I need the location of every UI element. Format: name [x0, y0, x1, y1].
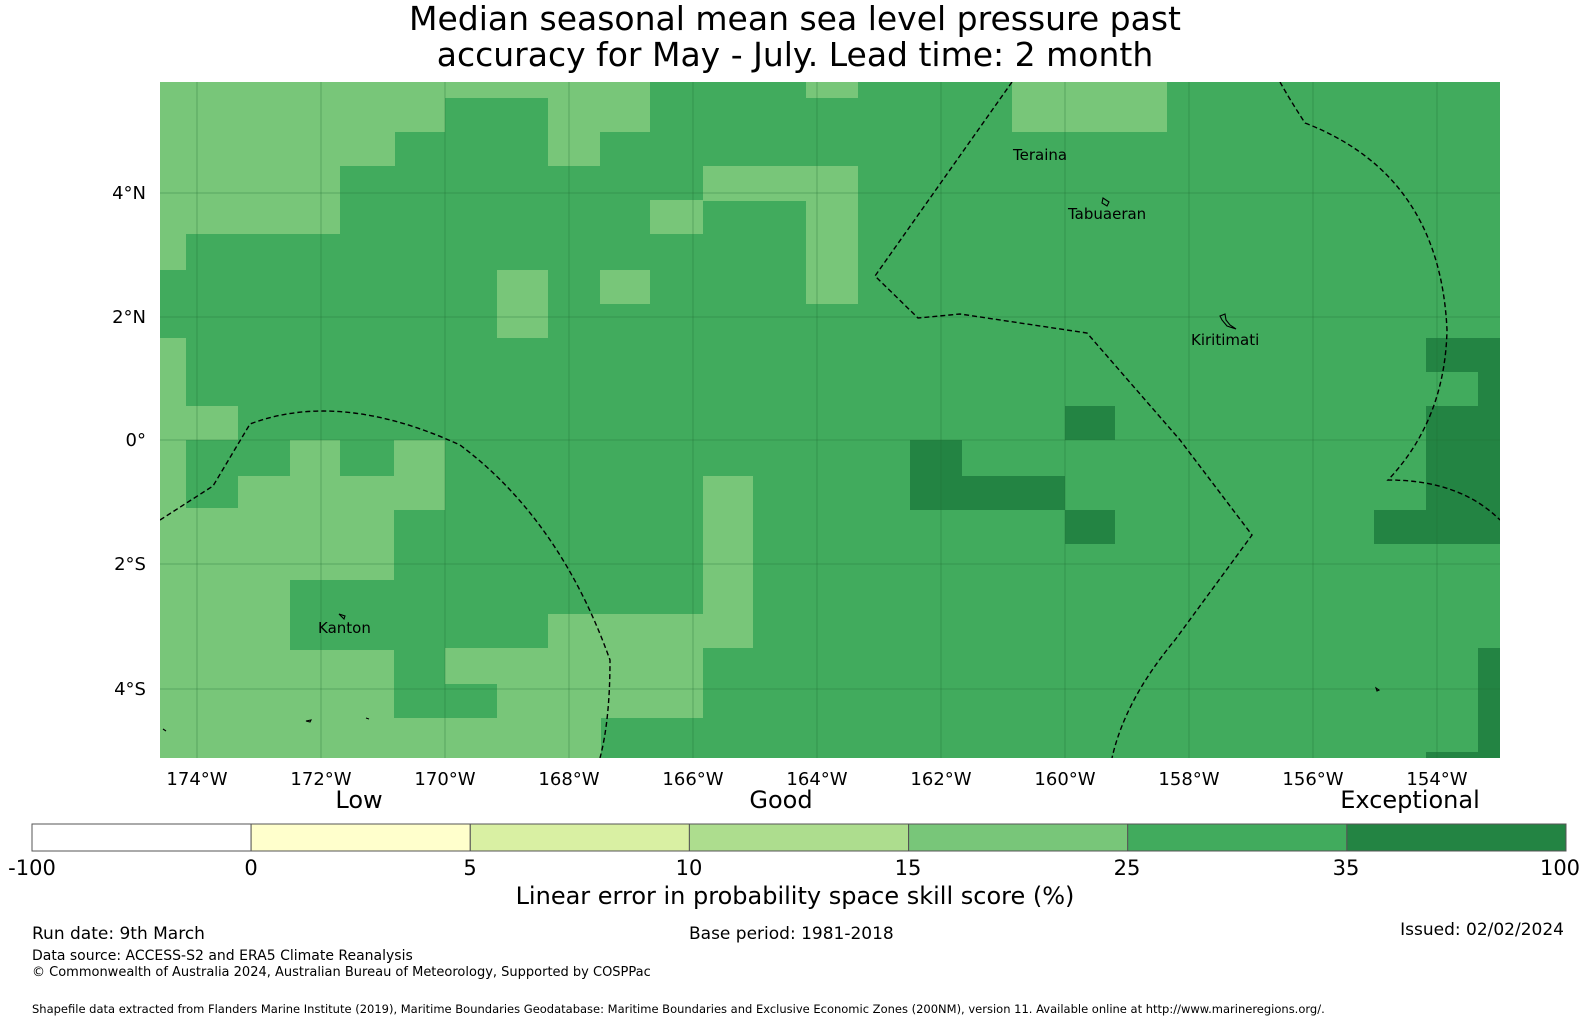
tabuaeran-island-shape — [1101, 197, 1110, 207]
lon-tick-label: 162°W — [910, 769, 971, 790]
run-date: Run date: 9th March — [32, 924, 205, 944]
colorbar-tick-label: 5 — [463, 856, 477, 880]
lat-tick-label: 0° — [126, 430, 146, 451]
lat-tick-label: 2°N — [112, 307, 146, 328]
place-label-teraina: Teraina — [1012, 146, 1067, 164]
colorbar-axis-title: Linear error in probability space skill … — [515, 882, 1075, 910]
data-source: Data source: ACCESS-S2 and ERA5 Climate … — [32, 948, 413, 964]
map-title-line-2: accuracy for May - July. Lead time: 2 mo… — [436, 35, 1154, 74]
lat-tick-label: 2°S — [114, 554, 146, 575]
lon-tick-label: 172°W — [290, 769, 351, 790]
colorbar-category-low: Low — [335, 786, 383, 814]
colorbar-category-exceptional: Exceptional — [1340, 786, 1480, 814]
colorbar-segment — [1127, 823, 1348, 852]
island-outlines — [162, 197, 1381, 732]
lon-tick-label: 166°W — [662, 769, 723, 790]
shapefile-credit: Shapefile data extracted from Flanders M… — [32, 1002, 1325, 1016]
skill-35-100-regions — [910, 338, 1500, 758]
lon-tick-label: 174°W — [166, 769, 227, 790]
colorbar-tick-label: 35 — [1332, 856, 1360, 880]
lon-tick-label: 168°W — [538, 769, 599, 790]
colorbar-tick-label: -100 — [8, 856, 56, 880]
base-period: Base period: 1981-2018 — [689, 924, 894, 944]
copyright-notice: © Commonwealth of Australia 2024, Austra… — [32, 965, 651, 980]
colorbar-segment — [1346, 823, 1567, 852]
lon-tick-label: 156°W — [1282, 769, 1343, 790]
colorbar-segment — [908, 823, 1129, 852]
colorbar-segment — [250, 823, 471, 852]
map-title-line-1: Median seasonal mean sea level pressure … — [409, 0, 1181, 38]
colorbar-tick-label: 25 — [1113, 856, 1141, 880]
colorbar — [31, 823, 1567, 852]
graticule — [160, 82, 1500, 758]
kiritimati-island-shape — [1219, 313, 1237, 330]
place-label-tabuaeran: Tabuaeran — [1067, 205, 1146, 223]
colorbar-segment — [31, 823, 252, 852]
lon-tick-label: 164°W — [786, 769, 847, 790]
place-label-kiritimati: Kiritimati — [1191, 331, 1259, 349]
place-label-kanton: Kanton — [318, 619, 371, 637]
colorbar-tick-label: 10 — [675, 856, 703, 880]
lon-tick-label: 160°W — [1034, 769, 1095, 790]
eez-boundaries — [160, 82, 1500, 758]
colorbar-category-good: Good — [749, 786, 813, 814]
lon-tick-label: 154°W — [1406, 769, 1467, 790]
lon-tick-label: 170°W — [414, 769, 475, 790]
colorbar-tick-label: 0 — [244, 856, 258, 880]
skill-15-25-regions — [160, 82, 1167, 758]
lon-tick-label: 158°W — [1158, 769, 1219, 790]
issued-date: Issued: 02/02/2024 — [1400, 920, 1564, 940]
lat-tick-label: 4°N — [112, 183, 146, 204]
colorbar-tick-label: 15 — [894, 856, 922, 880]
colorbar-segment — [688, 823, 910, 852]
colorbar-tick-label: 100 — [1539, 856, 1581, 880]
lat-tick-label: 4°S — [114, 679, 146, 700]
colorbar-segment — [469, 823, 690, 852]
kanton-island-shape — [338, 613, 346, 621]
